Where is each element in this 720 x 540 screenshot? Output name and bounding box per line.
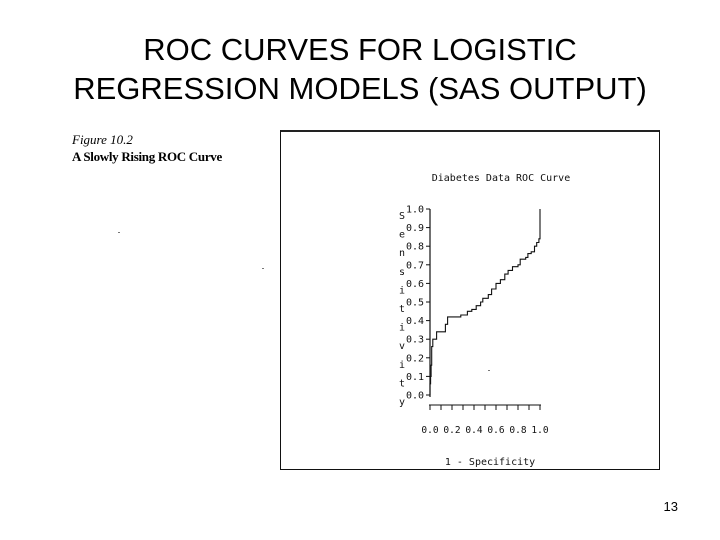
- y-tick-label: 0.4: [406, 316, 424, 327]
- y-tick-label: 0.0: [406, 391, 424, 402]
- y-tick-label: 0.3: [406, 335, 424, 346]
- scan-speck: [262, 268, 264, 269]
- y-tick-label: 0.9: [406, 223, 424, 234]
- y-axis-label-char: t: [399, 304, 405, 315]
- figure-frame: [280, 130, 660, 470]
- roc-curve-line: [429, 209, 541, 395]
- y-tick-label: 0.1: [406, 372, 424, 383]
- y-axis-label-char: S: [399, 211, 405, 222]
- scan-speck: [488, 370, 490, 371]
- chart-title: Diabetes Data ROC Curve: [432, 173, 570, 184]
- y-tick-label: 0.2: [406, 353, 424, 364]
- x-tick-label: 0.0: [421, 425, 438, 436]
- figure-caption-text: A Slowly Rising ROC Curve: [72, 149, 222, 164]
- x-tick-label: 0.2: [443, 425, 460, 436]
- x-tick-label: 0.8: [509, 425, 526, 436]
- y-axis-label-char: i: [399, 285, 405, 296]
- x-tick-label: 1.0: [531, 425, 548, 436]
- page-number: 13: [663, 499, 678, 514]
- y-axis-label-char: s: [399, 267, 405, 278]
- slide-title-line-1: ROC CURVES FOR LOGISTIC: [143, 32, 577, 67]
- y-axis-label-char: v: [399, 341, 405, 352]
- y-axis-label-char: t: [399, 378, 405, 389]
- y-axis-label-char: y: [399, 397, 405, 408]
- slide-title: ROC CURVES FOR LOGISTIC REGRESSION MODEL…: [0, 30, 720, 108]
- y-tick-label: 0.7: [406, 260, 424, 271]
- y-axis-label-char: i: [399, 323, 405, 334]
- y-axis-label-char: e: [399, 230, 405, 241]
- slide-title-line-2: REGRESSION MODELS (SAS OUTPUT): [73, 71, 647, 106]
- y-tick-label: 0.6: [406, 279, 424, 290]
- x-axis-label: 1 - Specificity: [445, 457, 535, 468]
- y-axis-label-char: n: [399, 248, 405, 259]
- x-tick-label: 0.4: [465, 425, 482, 436]
- figure-caption: Figure 10.2 A Slowly Rising ROC Curve: [72, 131, 222, 165]
- y-tick-label: 0.8: [406, 242, 424, 253]
- x-tick-label: 0.6: [487, 425, 504, 436]
- figure-number: Figure 10.2: [72, 132, 133, 147]
- y-axis-label-char: i: [399, 360, 405, 371]
- y-tick-label: 1.0: [406, 205, 424, 216]
- scan-speck: [118, 232, 120, 233]
- y-tick-label: 0.5: [406, 298, 424, 309]
- roc-chart: Diabetes Data ROC Curve 0.0 0.1 0.2 0.3 0.4 0.…: [399, 173, 570, 468]
